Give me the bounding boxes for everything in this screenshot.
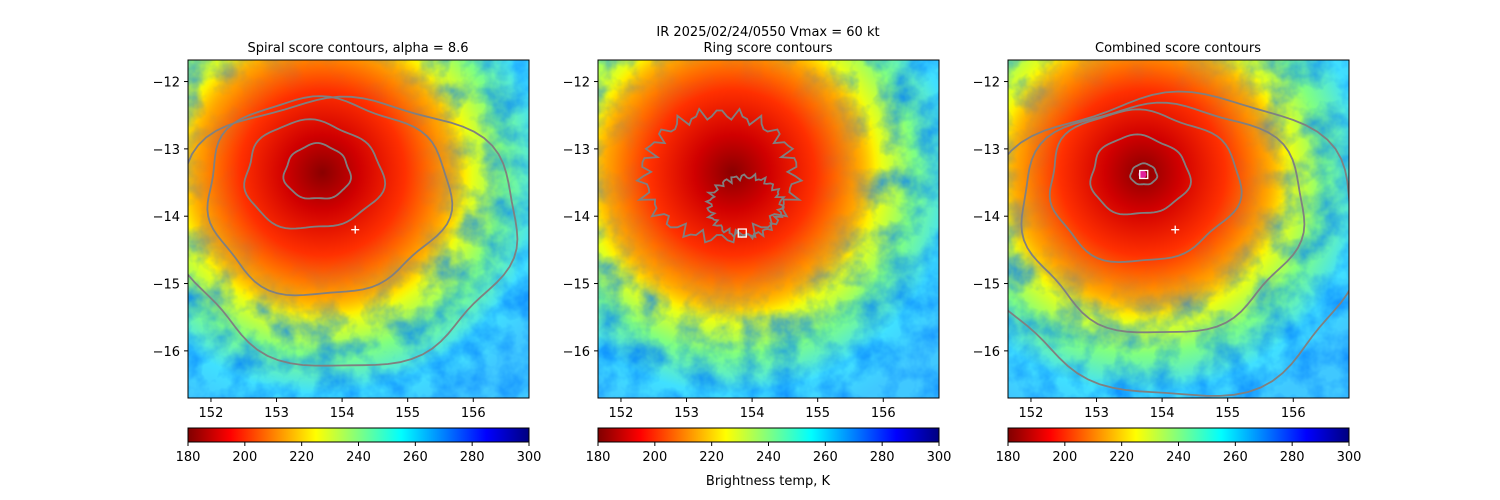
y-tick-label: −16 bbox=[153, 345, 180, 360]
x-tick-label: 156 bbox=[1281, 406, 1306, 421]
colorbar-tick-label: 280 bbox=[1280, 450, 1305, 465]
colorbar-label: Brightness temp, K bbox=[706, 474, 831, 489]
contour-line bbox=[635, 107, 804, 244]
panel-title: Ring score contours bbox=[703, 41, 832, 56]
x-tick-label: 154 bbox=[740, 406, 765, 421]
colorbar-tick-label: 180 bbox=[586, 450, 611, 465]
colorbar-tick-label: 220 bbox=[289, 450, 314, 465]
colorbar-tick-label: 280 bbox=[870, 450, 895, 465]
best-center-marker bbox=[1138, 170, 1147, 179]
figure-suptitle: IR 2025/02/24/0550 Vmax = 60 kt bbox=[656, 25, 879, 40]
colorbar-tick-label: 220 bbox=[1109, 450, 1134, 465]
center-square-marker bbox=[737, 228, 747, 238]
first-guess-marker bbox=[351, 225, 360, 234]
colorbar-tick-label: 300 bbox=[927, 450, 952, 465]
x-tick-label: 155 bbox=[1215, 406, 1240, 421]
y-tick-label: −12 bbox=[153, 76, 180, 91]
y-tick-label: −14 bbox=[563, 210, 590, 225]
center-square-marker bbox=[1139, 169, 1149, 180]
y-tick-label: −16 bbox=[563, 345, 590, 360]
colorbar bbox=[187, 427, 530, 443]
y-tick-label: −15 bbox=[973, 278, 1000, 293]
contour-line bbox=[206, 95, 454, 297]
x-tick-label: 156 bbox=[461, 406, 486, 421]
plot-frame bbox=[1007, 59, 1350, 399]
contour-line bbox=[1089, 133, 1192, 216]
colorbar-tick-label: 200 bbox=[232, 450, 257, 465]
panel-ring: Ring score contours 152 153 154 155 156 −12 −1… bbox=[563, 41, 952, 465]
y-tick-label: −13 bbox=[563, 143, 590, 158]
colorbar-tick-label: 200 bbox=[1052, 450, 1077, 465]
colorbar-tick-label: 300 bbox=[517, 450, 542, 465]
x-tick-label: 155 bbox=[395, 406, 420, 421]
x-tick-label: 153 bbox=[674, 406, 699, 421]
y-tick-label: −13 bbox=[973, 143, 1000, 158]
y-tick-label: −14 bbox=[973, 210, 1000, 225]
cyclone-core bbox=[1008, 60, 1308, 328]
contour-line bbox=[1008, 90, 1349, 397]
colorbar-tick-label: 280 bbox=[460, 450, 485, 465]
y-tick-label: −12 bbox=[973, 76, 1000, 91]
x-tick-label: 154 bbox=[1150, 406, 1175, 421]
colorbar-tick-label: 240 bbox=[1166, 450, 1191, 465]
x-tick-label: 155 bbox=[805, 406, 830, 421]
plot-area bbox=[188, 60, 529, 398]
panel-spiral: Spiral score contours, alpha = 8.6 152 15… bbox=[153, 41, 542, 465]
colorbar-tick-label: 240 bbox=[346, 450, 371, 465]
contour-line bbox=[188, 95, 519, 367]
colorbar-tick-label: 260 bbox=[403, 450, 428, 465]
contour-line bbox=[704, 172, 786, 241]
x-tick-label: 152 bbox=[1019, 406, 1044, 421]
contour-line bbox=[282, 142, 352, 200]
y-tick-label: −15 bbox=[153, 278, 180, 293]
colorbar-tick-label: 200 bbox=[642, 450, 667, 465]
plot-area bbox=[1008, 60, 1349, 398]
colorbar-tick-label: 260 bbox=[1223, 450, 1248, 465]
colorbar-tick-label: 180 bbox=[176, 450, 201, 465]
cyclone-core bbox=[598, 60, 898, 328]
colorbar-tick-label: 180 bbox=[996, 450, 1021, 465]
x-tick-label: 152 bbox=[199, 406, 224, 421]
x-tick-label: 152 bbox=[609, 406, 634, 421]
x-tick-label: 153 bbox=[264, 406, 289, 421]
y-tick-label: −12 bbox=[563, 76, 590, 91]
colorbar bbox=[597, 427, 940, 443]
y-tick-label: −13 bbox=[153, 143, 180, 158]
plot-frame bbox=[187, 59, 530, 399]
x-tick-label: 153 bbox=[1084, 406, 1109, 421]
first-guess-marker bbox=[1171, 225, 1180, 234]
x-tick-label: 156 bbox=[871, 406, 896, 421]
contour-line bbox=[1129, 162, 1159, 186]
plot-frame bbox=[597, 59, 940, 399]
cyclone-core bbox=[188, 60, 488, 328]
contour-line bbox=[1048, 108, 1243, 264]
plot-area bbox=[598, 60, 939, 398]
colorbar bbox=[1007, 427, 1350, 443]
contour-line bbox=[243, 118, 387, 230]
x-tick-label: 154 bbox=[330, 406, 355, 421]
y-tick-label: −15 bbox=[563, 278, 590, 293]
panel-title: Spiral score contours, alpha = 8.6 bbox=[247, 41, 468, 56]
panel-combined: Combined score contours 152 153 154 155 156 −… bbox=[973, 41, 1362, 465]
panel-title: Combined score contours bbox=[1095, 41, 1261, 56]
contour-line bbox=[1020, 101, 1306, 334]
colorbar-tick-label: 220 bbox=[699, 450, 724, 465]
y-tick-label: −16 bbox=[973, 345, 1000, 360]
colorbar-tick-label: 300 bbox=[1337, 450, 1362, 465]
colorbar-tick-label: 260 bbox=[813, 450, 838, 465]
colorbar-tick-label: 240 bbox=[756, 450, 781, 465]
y-tick-label: −14 bbox=[153, 210, 180, 225]
